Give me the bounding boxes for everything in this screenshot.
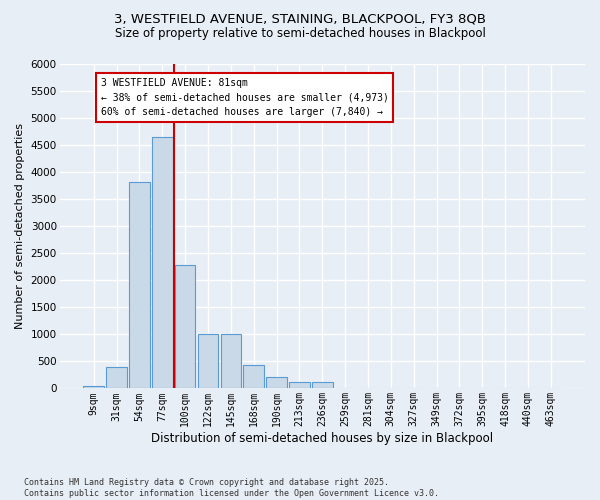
Bar <box>289 382 310 388</box>
Text: 3, WESTFIELD AVENUE, STAINING, BLACKPOOL, FY3 8QB: 3, WESTFIELD AVENUE, STAINING, BLACKPOOL… <box>114 12 486 26</box>
Text: 3 WESTFIELD AVENUE: 81sqm
← 38% of semi-detached houses are smaller (4,973)
60% : 3 WESTFIELD AVENUE: 81sqm ← 38% of semi-… <box>101 78 388 117</box>
Text: Contains HM Land Registry data © Crown copyright and database right 2025.
Contai: Contains HM Land Registry data © Crown c… <box>24 478 439 498</box>
Text: Size of property relative to semi-detached houses in Blackpool: Size of property relative to semi-detach… <box>115 28 485 40</box>
X-axis label: Distribution of semi-detached houses by size in Blackpool: Distribution of semi-detached houses by … <box>151 432 493 445</box>
Bar <box>83 386 104 388</box>
Bar <box>198 334 218 388</box>
Y-axis label: Number of semi-detached properties: Number of semi-detached properties <box>15 123 25 329</box>
Bar <box>244 365 264 388</box>
Bar <box>152 137 173 388</box>
Bar <box>175 265 196 388</box>
Bar <box>312 382 332 388</box>
Bar <box>129 182 150 388</box>
Bar <box>221 334 241 388</box>
Bar <box>106 368 127 388</box>
Bar <box>266 377 287 388</box>
